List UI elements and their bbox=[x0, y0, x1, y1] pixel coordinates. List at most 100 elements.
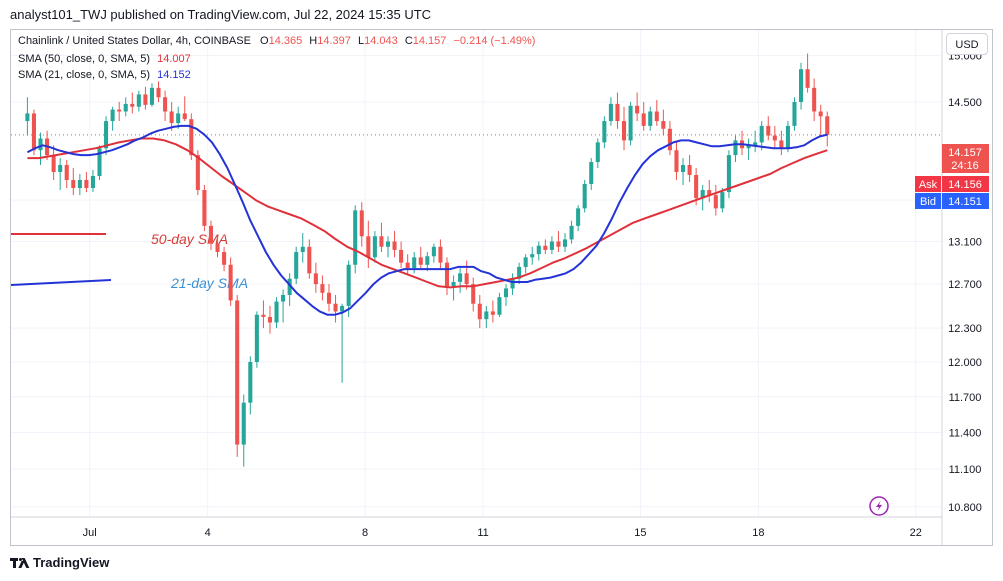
y-tick-label: 11.400 bbox=[949, 427, 982, 439]
candle-body bbox=[589, 162, 594, 184]
candle-body bbox=[235, 300, 240, 445]
bar-countdown: 24:16 bbox=[951, 160, 979, 172]
candle-body bbox=[812, 87, 817, 112]
x-tick-label: 22 bbox=[910, 527, 922, 539]
candle-body bbox=[792, 101, 797, 126]
candle-body bbox=[425, 256, 430, 265]
candle-body bbox=[202, 190, 207, 226]
candle-body bbox=[208, 225, 214, 244]
legend-ohlc: Chainlink / United States Dollar, 4h, CO… bbox=[18, 35, 535, 47]
legend-sma21[interactable]: SMA (21, close, 0, SMA, 5) 14.152 bbox=[18, 69, 191, 81]
ask-value-badge bbox=[942, 176, 989, 192]
candle-body bbox=[248, 362, 253, 403]
candle-body bbox=[163, 97, 168, 112]
y-tick-label: 12.700 bbox=[948, 279, 982, 291]
x-tick-label: 8 bbox=[362, 527, 368, 539]
candle-body bbox=[654, 111, 659, 122]
time-axis: Jul 4 8 11 15 18 22 bbox=[83, 527, 922, 539]
candle-body bbox=[818, 111, 823, 117]
x-tick-label: 11 bbox=[477, 527, 488, 539]
candle-body bbox=[156, 87, 161, 98]
tradingview-logo[interactable]: TradingView bbox=[10, 555, 109, 570]
x-tick-label: 15 bbox=[634, 527, 646, 539]
candle-body bbox=[431, 246, 436, 257]
publisher-line: analyst101_TWJ published on TradingView.… bbox=[10, 7, 432, 22]
candle-body bbox=[241, 402, 246, 445]
candle-body bbox=[556, 241, 561, 247]
price-chart[interactable]: 50-day SMA 21-day SMA 15.00014.50013.500… bbox=[11, 30, 992, 545]
candle-body bbox=[149, 87, 154, 105]
candle-body bbox=[700, 190, 705, 199]
sma21-label: SMA (21, close, 0, SMA, 5) bbox=[18, 69, 151, 81]
candle-body bbox=[300, 246, 305, 253]
bid-value-badge bbox=[942, 193, 989, 209]
candle-body bbox=[753, 142, 758, 146]
candle-body bbox=[405, 262, 410, 268]
candle-body bbox=[707, 190, 712, 196]
candle-body bbox=[294, 252, 299, 279]
candle-body bbox=[130, 103, 135, 107]
chart-frame[interactable]: 50-day SMA 21-day SMA 15.00014.50013.500… bbox=[10, 29, 993, 546]
candle-body bbox=[340, 305, 345, 312]
candle-body bbox=[694, 174, 699, 199]
price-badges: 14.157 24:16 Ask 14.156 Bid 14.151 bbox=[915, 144, 989, 209]
candle-body bbox=[143, 94, 148, 105]
candle-body bbox=[667, 128, 672, 151]
price-axis: 15.00014.50013.50013.10012.70012.30012.0… bbox=[948, 50, 982, 513]
sma21-line bbox=[26, 124, 828, 316]
grid-lines bbox=[11, 30, 942, 517]
sma21-annotation-line bbox=[11, 279, 112, 286]
candle-body bbox=[267, 316, 273, 323]
legend-sma50[interactable]: SMA (50, close, 0, SMA, 5) 14.007 bbox=[18, 53, 191, 65]
candle-body bbox=[517, 266, 522, 279]
candle-body bbox=[189, 119, 194, 156]
sma21-value: 14.152 bbox=[157, 69, 191, 81]
candle-body bbox=[680, 165, 686, 172]
x-tick-label: 4 bbox=[205, 527, 211, 539]
candle-body bbox=[759, 125, 764, 143]
candle-body bbox=[195, 155, 200, 191]
currency-button[interactable]: USD bbox=[946, 33, 988, 55]
ask-label: Ask bbox=[919, 179, 938, 191]
sma50-line bbox=[27, 137, 828, 289]
candle-body bbox=[471, 284, 476, 304]
candle-body bbox=[785, 125, 790, 149]
candle-body bbox=[372, 236, 377, 258]
candle-body bbox=[772, 135, 777, 141]
candle-body bbox=[418, 257, 423, 265]
candle-body bbox=[346, 264, 351, 306]
bid-label: Bid bbox=[920, 196, 936, 208]
bid-value: 14.151 bbox=[948, 196, 982, 208]
candle-body bbox=[392, 241, 397, 250]
candle-body bbox=[104, 121, 109, 149]
candle-body bbox=[222, 252, 227, 265]
candle-body bbox=[549, 241, 554, 250]
y-tick-label: 13.100 bbox=[948, 237, 982, 249]
candle-body bbox=[320, 284, 325, 293]
sma21-annotation-label: 21-day SMA bbox=[170, 275, 248, 291]
candle-body bbox=[661, 121, 666, 129]
candle-body bbox=[77, 179, 82, 189]
candle-body bbox=[530, 254, 535, 258]
candle-body bbox=[254, 314, 259, 363]
high-value: 14.397 bbox=[317, 35, 351, 47]
candle-body bbox=[84, 179, 89, 189]
candle-body bbox=[490, 311, 495, 315]
candle-body bbox=[169, 111, 174, 124]
lightning-icon bbox=[869, 496, 889, 516]
candle-body bbox=[602, 121, 607, 143]
footer-brand: TradingView bbox=[33, 555, 110, 570]
candle-body bbox=[641, 113, 646, 126]
candle-body bbox=[464, 273, 469, 285]
candle-body bbox=[51, 155, 56, 172]
candle-body bbox=[746, 145, 751, 149]
candle-body bbox=[635, 105, 640, 114]
candle-body bbox=[726, 155, 731, 193]
candle-body bbox=[621, 121, 627, 141]
candle-body bbox=[595, 142, 600, 163]
candle-body bbox=[438, 246, 443, 263]
y-tick-label: 10.800 bbox=[948, 502, 982, 514]
candle-body bbox=[123, 103, 128, 112]
last-price-badge bbox=[942, 144, 989, 173]
low-value: 14.043 bbox=[364, 35, 398, 47]
